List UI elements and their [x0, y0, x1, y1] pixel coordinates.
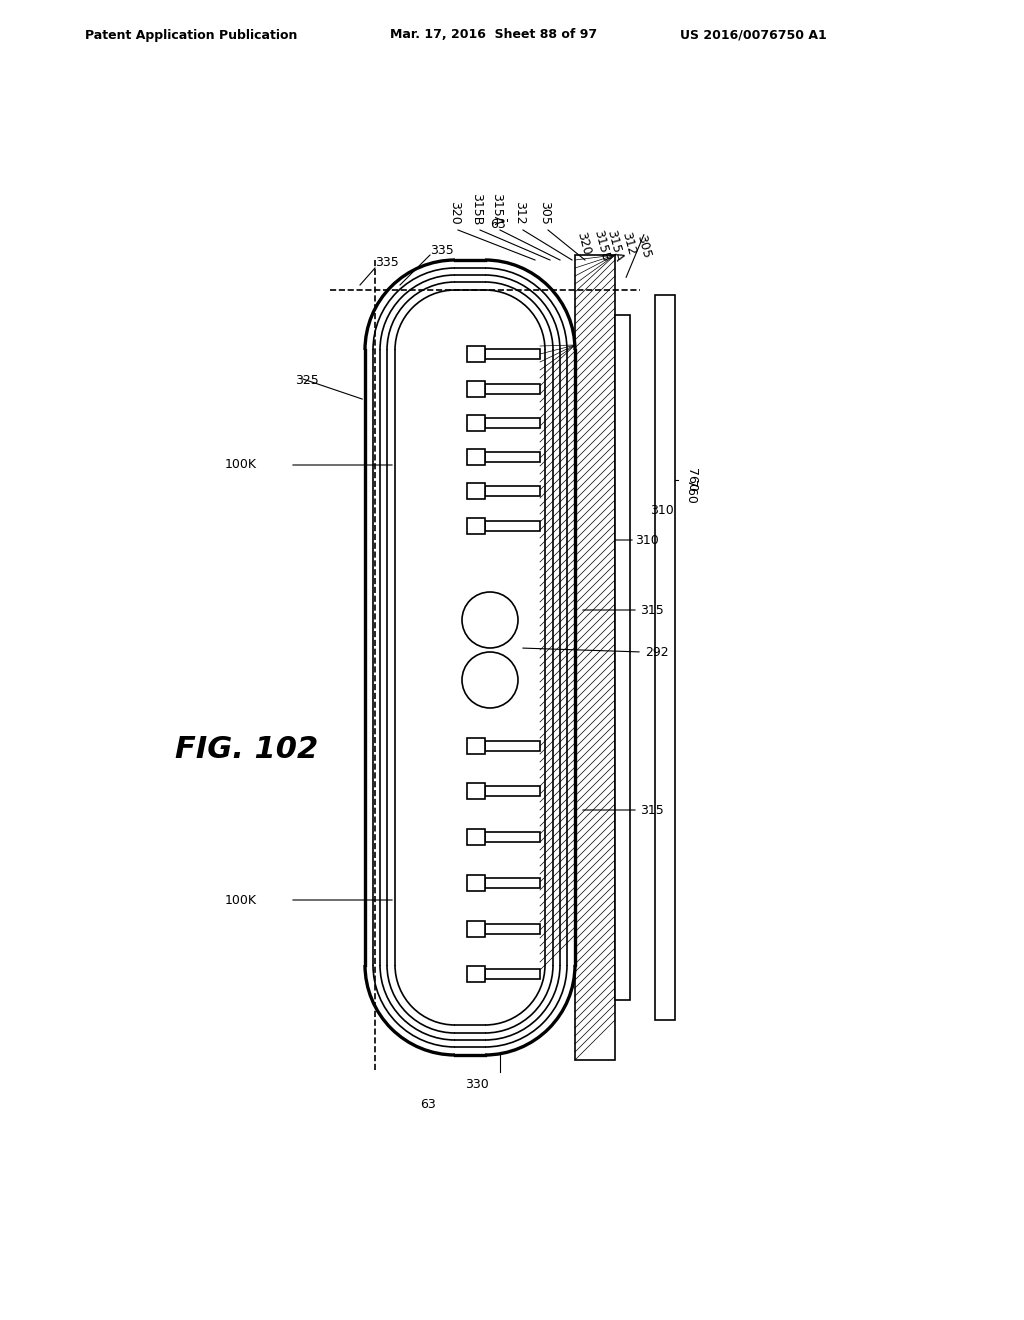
Text: 325: 325: [295, 374, 318, 387]
Circle shape: [462, 591, 518, 648]
Bar: [485, 487, 540, 496]
Text: 320: 320: [449, 201, 462, 224]
Bar: [485, 741, 540, 751]
Bar: [467, 483, 485, 499]
Text: 330: 330: [465, 1078, 488, 1092]
Bar: [485, 453, 540, 462]
Text: 315A: 315A: [604, 228, 625, 263]
Bar: [467, 346, 485, 362]
Bar: [467, 966, 485, 982]
FancyBboxPatch shape: [575, 255, 615, 1060]
Bar: [485, 418, 540, 428]
Bar: [485, 969, 540, 979]
Text: 305: 305: [539, 201, 552, 224]
Bar: [467, 784, 485, 800]
Text: 335: 335: [430, 243, 454, 256]
Bar: [467, 414, 485, 430]
Text: 312: 312: [513, 202, 526, 224]
Bar: [485, 787, 540, 796]
Text: 760: 760: [685, 469, 698, 492]
Text: 310: 310: [650, 503, 674, 516]
Text: 63: 63: [420, 1098, 436, 1111]
Text: 312: 312: [618, 230, 637, 256]
Text: 315B: 315B: [470, 193, 483, 224]
Bar: [467, 738, 485, 754]
Bar: [485, 384, 540, 393]
Text: 315B: 315B: [591, 228, 611, 263]
Text: FIG. 102: FIG. 102: [175, 735, 318, 764]
Bar: [467, 449, 485, 465]
Bar: [467, 517, 485, 533]
Text: 760: 760: [683, 480, 696, 504]
Bar: [615, 315, 630, 1001]
Text: 315: 315: [640, 603, 664, 616]
Bar: [467, 829, 485, 845]
Bar: [485, 520, 540, 531]
Text: 315: 315: [640, 804, 664, 817]
Circle shape: [462, 652, 518, 708]
Bar: [655, 294, 675, 1020]
Text: Patent Application Publication: Patent Application Publication: [85, 29, 297, 41]
Bar: [467, 875, 485, 891]
Bar: [485, 832, 540, 842]
Bar: [485, 350, 540, 359]
Text: 320: 320: [573, 230, 593, 256]
Text: US 2016/0076750 A1: US 2016/0076750 A1: [680, 29, 826, 41]
Bar: [485, 924, 540, 933]
Text: 292: 292: [645, 645, 669, 659]
Text: 100K: 100K: [225, 894, 257, 907]
Bar: [467, 380, 485, 396]
Text: 335: 335: [375, 256, 398, 268]
Text: Mar. 17, 2016  Sheet 88 of 97: Mar. 17, 2016 Sheet 88 of 97: [390, 29, 597, 41]
Text: 310: 310: [635, 533, 658, 546]
Text: 315A: 315A: [490, 193, 504, 224]
Bar: [485, 878, 540, 888]
Text: 63': 63': [490, 219, 509, 231]
Text: 305: 305: [634, 234, 652, 260]
Bar: [467, 920, 485, 937]
Text: 100K: 100K: [225, 458, 257, 471]
